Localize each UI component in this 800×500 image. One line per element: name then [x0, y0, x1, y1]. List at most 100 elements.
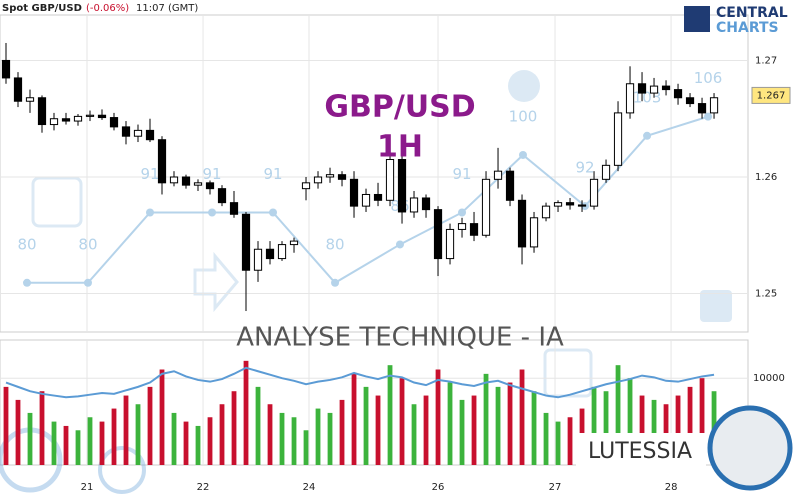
- indicator-point: [331, 278, 340, 287]
- candle-body: [301, 182, 311, 190]
- indicator-label: 80: [17, 235, 36, 253]
- candle-body: [349, 178, 359, 207]
- candle-body: [121, 126, 131, 137]
- candle-body: [61, 118, 71, 122]
- volume-bar: [159, 369, 165, 465]
- candle-body: [217, 188, 227, 204]
- volume-bar: [15, 399, 21, 465]
- candle-body: [661, 85, 671, 91]
- candle-body: [697, 103, 707, 114]
- volume-bar: [567, 417, 573, 465]
- y-tick-label: 1.26: [755, 172, 777, 183]
- candle-body: [565, 202, 575, 206]
- volume-bar: [327, 412, 333, 465]
- volume-bar: [627, 378, 633, 465]
- volume-bar: [639, 395, 645, 465]
- candle-body: [541, 205, 551, 219]
- icon: [31, 176, 83, 228]
- volume-bar: [339, 399, 345, 465]
- volume-bar: [459, 399, 465, 465]
- volume-bar: [675, 395, 681, 465]
- x-tick-label: 28: [665, 482, 678, 493]
- volume-bar: [375, 395, 381, 465]
- indicator-point: [704, 112, 713, 121]
- candle-body: [253, 248, 263, 271]
- candle-body: [445, 228, 455, 260]
- indicator-point: [643, 131, 652, 140]
- indicator-label: 91: [263, 165, 282, 183]
- candle-body: [517, 199, 527, 248]
- volume-bar: [99, 421, 105, 465]
- candle-body: [397, 159, 407, 213]
- candle-body: [385, 159, 395, 201]
- volume-bar: [135, 404, 141, 465]
- volume-bar: [555, 421, 561, 465]
- indicator-point: [208, 208, 217, 217]
- volume-bar: [207, 417, 213, 465]
- candle-body: [73, 115, 83, 122]
- decor: [0, 70, 732, 494]
- candle-body: [493, 170, 503, 180]
- time: 11:07 (GMT): [136, 3, 198, 14]
- candle-body: [25, 97, 35, 102]
- volume-bar: [27, 412, 33, 465]
- volume-bar: [471, 395, 477, 465]
- indicator-point: [23, 278, 32, 287]
- candle-body: [361, 193, 371, 207]
- volume-bar: [291, 417, 297, 465]
- candle-body: [421, 197, 431, 211]
- candle-body: [1, 59, 11, 79]
- volume-bar: [231, 391, 237, 465]
- badge-box: [576, 433, 706, 471]
- indicator-label: 91: [452, 165, 471, 183]
- volume-bar: [219, 404, 225, 465]
- candle-body: [13, 77, 23, 102]
- badge: LUTESSIA: [588, 439, 692, 464]
- y-tick-label: 10000: [753, 373, 785, 384]
- candle-body: [229, 202, 239, 215]
- x-tick-label: 21: [81, 482, 94, 493]
- volume-bar: [435, 369, 441, 465]
- volume-bar: [195, 425, 201, 465]
- indicator-point: [83, 278, 92, 287]
- y-tick-label: 1.25: [755, 289, 777, 300]
- indicator-point: [269, 208, 278, 217]
- candle-body: [433, 209, 443, 260]
- candle-body: [181, 176, 191, 186]
- candle-body: [265, 248, 275, 260]
- volume-bar: [51, 421, 57, 465]
- indicator-label: 100: [509, 107, 538, 125]
- candle-body: [601, 164, 611, 180]
- volume-bar: [399, 378, 405, 465]
- indicator-label: 106: [694, 69, 723, 87]
- candle-body: [613, 112, 623, 166]
- volume-bar: [687, 386, 693, 465]
- volume-bar: [699, 378, 705, 465]
- indicator-label: 80: [78, 235, 97, 253]
- volume-bar: [543, 412, 549, 465]
- volume-bar: [423, 395, 429, 465]
- indicator-point: [395, 240, 404, 249]
- candle-body: [145, 129, 155, 141]
- indicator-point: [458, 208, 467, 217]
- candle-body: [409, 197, 419, 213]
- candle-body: [37, 97, 47, 126]
- volume-bar: [111, 408, 117, 465]
- candle-body: [529, 217, 539, 248]
- last-price-box: [751, 86, 791, 104]
- candle-body: [205, 182, 215, 190]
- indicator-label: 91: [140, 165, 159, 183]
- volume-bar: [531, 391, 537, 465]
- volume-bar: [447, 382, 453, 465]
- volume-bar: [387, 365, 393, 465]
- x-tick-label: 27: [549, 482, 562, 493]
- candle-body: [85, 114, 95, 117]
- volume-bar: [63, 425, 69, 465]
- y-tick-label: 1.27: [755, 55, 777, 66]
- indicator-point: [518, 150, 527, 159]
- volume-bar: [87, 417, 93, 465]
- candle-body: [469, 223, 479, 236]
- volume-bar: [255, 386, 261, 465]
